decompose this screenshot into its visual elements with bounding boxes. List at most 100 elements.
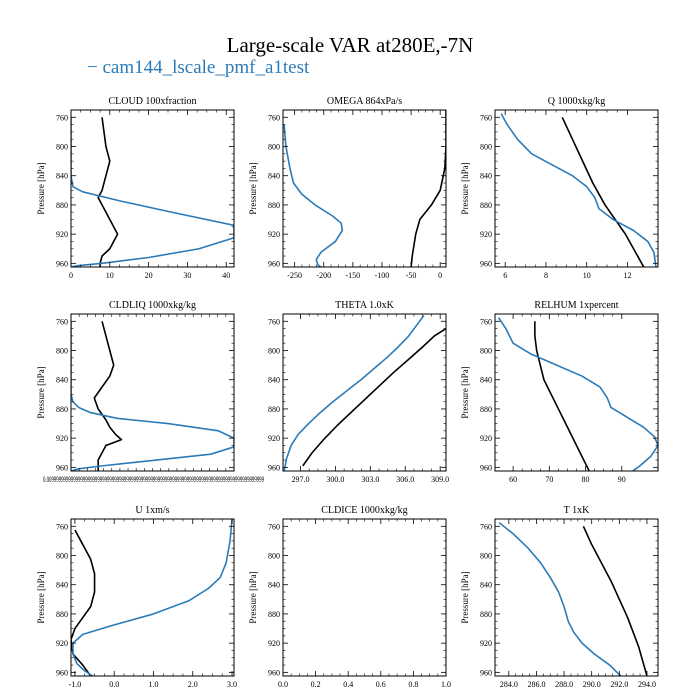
panel-title: CLDICE 1000xkg/kg xyxy=(321,505,407,516)
x-tick-label: 6 xyxy=(503,271,507,280)
x-tick-label: -100 xyxy=(375,271,390,280)
axes-frame xyxy=(70,518,235,677)
axes-frame xyxy=(70,313,235,472)
panel-7: CLDICE 1000xkg/kg 760 800 840 880 920 960 Press… xyxy=(248,505,451,689)
y-tick-label: 920 xyxy=(480,639,492,648)
y-tick-label: 800 xyxy=(480,552,492,561)
x-tick-label: 294.0 xyxy=(638,680,656,689)
x-tick-label: 292.0 xyxy=(610,680,628,689)
x-tick-label: 284.0 xyxy=(500,680,518,689)
y-tick-label: 920 xyxy=(268,434,280,443)
y-axis-label: Pressure [hPa] xyxy=(248,162,258,214)
series-line-0 xyxy=(302,327,446,467)
y-tick-label: 760 xyxy=(56,317,68,326)
x-tick-label: 2.0 xyxy=(188,680,198,689)
x-tick-label: 0.00999999999999999999999999999999999999… xyxy=(43,475,264,484)
y-axis-label: Pressure [hPa] xyxy=(36,162,46,214)
y-tick-label: 960 xyxy=(268,668,280,677)
y-tick-label: 800 xyxy=(480,347,492,356)
panel-1: OMEGA 864xPa/s 760 800 840 880 920 960 Pressure… xyxy=(248,96,447,280)
y-axis-label: Pressure [hPa] xyxy=(36,571,46,623)
series-line-0 xyxy=(582,525,648,676)
panel-title: CLDLIQ 1000xkg/kg xyxy=(109,300,196,311)
x-tick-label: 90 xyxy=(618,475,626,484)
axes-frame xyxy=(282,109,447,268)
panel-6: U 1xm/s 760 800 840 880 920 960 Pressure [hPa] -… xyxy=(36,505,237,689)
y-tick-label: 960 xyxy=(56,463,68,472)
x-tick-label: 303.0 xyxy=(361,475,379,484)
x-tick-label: 30 xyxy=(183,271,191,280)
x-tick-label: 20 xyxy=(145,271,153,280)
panel-3: CLDLIQ 1000xkg/kg 760 800 840 880 920 960 Press… xyxy=(36,300,264,484)
y-tick-label: 800 xyxy=(480,143,492,152)
panel-title: RELHUM 1xpercent xyxy=(534,300,618,311)
x-tick-label: 306.0 xyxy=(396,475,414,484)
x-tick-label: 3.0 xyxy=(227,680,237,689)
y-axis-label: Pressure [hPa] xyxy=(36,366,46,418)
y-tick-label: 880 xyxy=(480,405,492,414)
y-tick-label: 960 xyxy=(268,259,280,268)
legend-entry: − cam144_lscale_pmf_a1test xyxy=(87,57,310,78)
panel-2: Q 1000xkg/kg 760 800 840 880 920 960 Pressure [… xyxy=(460,96,659,280)
series-line-1 xyxy=(497,317,658,471)
x-tick-label: 309.0 xyxy=(431,475,449,484)
x-tick-label: -150 xyxy=(346,271,361,280)
y-tick-label: 840 xyxy=(480,376,492,385)
y-tick-label: 840 xyxy=(268,172,280,181)
x-tick-label: 300.0 xyxy=(326,475,344,484)
axes-frame xyxy=(282,518,447,677)
y-tick-label: 800 xyxy=(268,143,280,152)
y-tick-label: 920 xyxy=(480,230,492,239)
x-tick-label: -1.0 xyxy=(69,680,82,689)
y-tick-label: 920 xyxy=(268,639,280,648)
panel-0: CLOUD 100xfraction 760 800 840 880 920 960 Pres… xyxy=(36,96,235,280)
x-tick-label: 1.0 xyxy=(148,680,158,689)
x-tick-label: 40 xyxy=(222,271,230,280)
y-tick-label: 760 xyxy=(56,522,68,531)
y-tick-label: 840 xyxy=(480,581,492,590)
y-tick-label: 880 xyxy=(480,201,492,210)
axes-frame xyxy=(494,313,659,472)
x-tick-label: 80 xyxy=(582,475,590,484)
y-axis-label: Pressure [hPa] xyxy=(460,366,470,418)
y-tick-label: 920 xyxy=(480,434,492,443)
x-tick-label: 286.0 xyxy=(527,680,545,689)
panel-title: U 1xm/s xyxy=(135,505,169,516)
series-line-1 xyxy=(283,124,344,267)
x-tick-label: 0.0 xyxy=(109,680,119,689)
x-tick-label: 1.0 xyxy=(441,680,451,689)
series-line-0 xyxy=(561,116,645,267)
x-tick-label: 297.0 xyxy=(291,475,309,484)
series-line-1 xyxy=(498,522,622,676)
series-line-1 xyxy=(283,314,425,471)
y-tick-label: 960 xyxy=(480,463,492,472)
y-tick-label: 880 xyxy=(56,201,68,210)
y-tick-label: 960 xyxy=(268,463,280,472)
panel-4: THETA 1.0xK 760 800 840 880 920 960 297.0 300.0 3… xyxy=(268,300,449,484)
x-tick-label: 70 xyxy=(545,475,553,484)
y-tick-label: 880 xyxy=(268,610,280,619)
y-tick-label: 880 xyxy=(268,201,280,210)
y-axis-label: Pressure [hPa] xyxy=(460,571,470,623)
y-tick-label: 760 xyxy=(480,113,492,122)
axes-frame xyxy=(494,518,659,677)
y-tick-label: 840 xyxy=(56,172,68,181)
panel-grid: CLOUD 100xfraction760800840880920960Pres… xyxy=(36,96,659,689)
y-axis-label: Pressure [hPa] xyxy=(460,162,470,214)
x-tick-label: 12 xyxy=(623,271,631,280)
x-tick-label: 60 xyxy=(509,475,517,484)
y-tick-label: 880 xyxy=(480,610,492,619)
series-line-0 xyxy=(410,110,446,267)
x-tick-label: 290.0 xyxy=(583,680,601,689)
series-line-1 xyxy=(71,321,234,471)
axes-frame xyxy=(494,109,659,268)
x-tick-label: 10 xyxy=(106,271,114,280)
axes-frame xyxy=(282,313,447,472)
panel-title: T 1xK xyxy=(564,505,590,516)
series-line-0 xyxy=(71,529,96,676)
x-tick-label: 0.6 xyxy=(376,680,386,689)
y-tick-label: 880 xyxy=(56,405,68,414)
panel-title: THETA 1.0xK xyxy=(335,300,394,311)
y-tick-label: 960 xyxy=(480,668,492,677)
